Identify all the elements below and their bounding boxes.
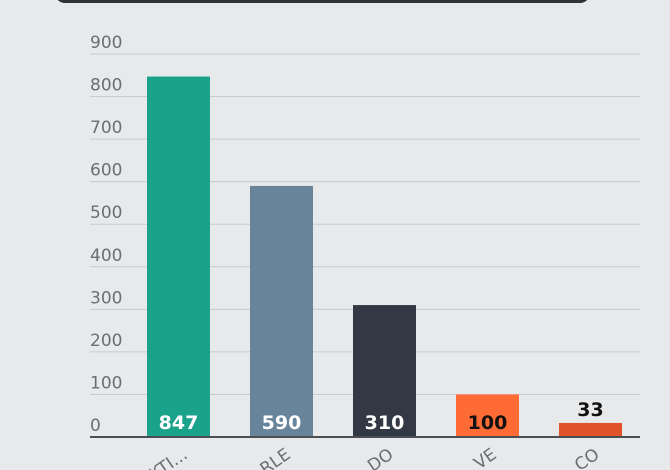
y-tick-label: 300 (90, 288, 122, 308)
y-tick-label: 100 (90, 373, 122, 393)
y-tick-label: 900 (90, 33, 122, 53)
y-tick-label: 800 (90, 76, 122, 96)
x-tick-label: DO (364, 445, 397, 470)
bar (147, 76, 210, 437)
value-label: 33 (577, 399, 603, 421)
y-tick-label: 600 (90, 161, 122, 181)
x-tick-label: RLE (257, 445, 295, 470)
bar (456, 394, 519, 437)
y-tick-label: 0 (90, 416, 101, 436)
value-label: 590 (262, 412, 302, 434)
x-tick-label: VE (471, 445, 501, 470)
y-tick-label: 400 (90, 246, 122, 266)
value-label: 310 (365, 412, 405, 434)
bar (353, 305, 416, 437)
value-label: 847 (159, 412, 199, 434)
bar (559, 422, 622, 437)
x-tick-label: CO (571, 445, 603, 470)
y-tick-label: 200 (90, 331, 122, 351)
bar (250, 185, 313, 437)
y-tick-label: 700 (90, 118, 122, 138)
value-label: 100 (468, 412, 508, 434)
top-bar (57, 0, 588, 3)
y-tick-label: 500 (90, 203, 122, 223)
x-tick-label: KTI... (146, 445, 191, 470)
